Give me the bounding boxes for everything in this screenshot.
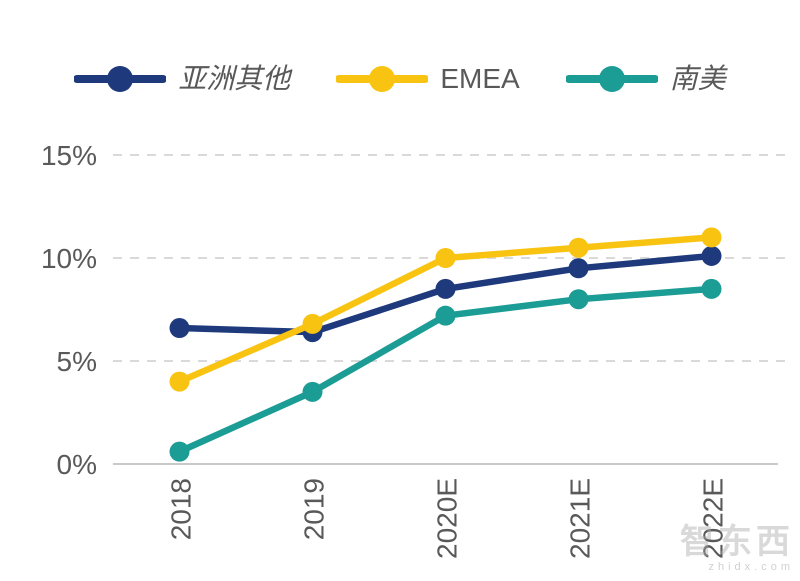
data-point — [435, 305, 456, 326]
data-point — [169, 318, 190, 339]
legend-label-emea: EMEA — [440, 63, 520, 94]
data-point — [701, 227, 722, 248]
legend-line-marker-icon — [74, 66, 167, 92]
data-point — [169, 441, 190, 462]
data-point — [435, 248, 456, 268]
data-point — [568, 258, 589, 279]
legend-line-marker-icon — [565, 66, 658, 92]
data-point — [701, 245, 722, 266]
data-point — [568, 237, 589, 258]
data-point — [169, 371, 190, 392]
y-tick-label: 15% — [41, 140, 97, 171]
x-tick-label: 2020E — [432, 478, 463, 559]
data-point — [302, 313, 323, 334]
chart-legend: 亚洲其他 EMEA 南美 — [0, 64, 800, 94]
legend-label-south-america: 南美 — [669, 62, 726, 95]
legend-item-south-america: 南美 — [565, 62, 726, 95]
legend-line-marker-icon — [336, 66, 429, 92]
legend-item-emea: EMEA — [336, 63, 520, 94]
data-point — [701, 278, 722, 299]
data-point — [435, 278, 456, 299]
legend-item-asia-other: 亚洲其他 — [74, 64, 290, 94]
x-tick-label: 2022E — [698, 478, 729, 559]
x-tick-label: 2019 — [299, 478, 330, 540]
x-tick-label: 2018 — [166, 478, 197, 540]
data-point — [568, 289, 589, 310]
data-point — [302, 381, 323, 402]
y-tick-label: 10% — [41, 243, 97, 274]
y-tick-label: 0% — [57, 449, 97, 480]
y-tick-label: 5% — [57, 346, 97, 377]
x-tick-label: 2021E — [565, 478, 596, 559]
legend-label-asia-other: 亚洲其他 — [178, 62, 291, 95]
